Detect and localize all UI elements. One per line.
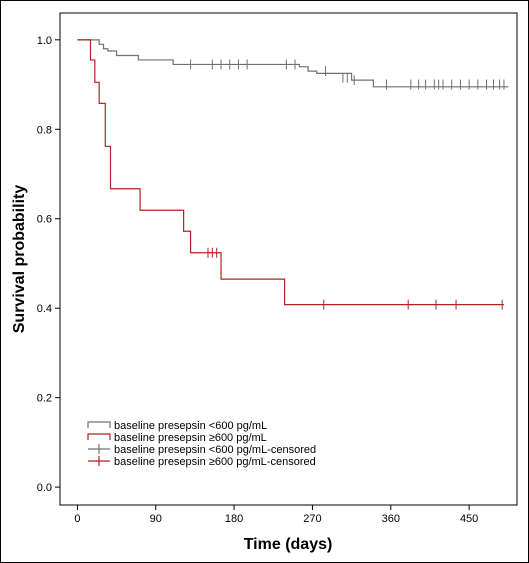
legend-step-swatch <box>87 433 111 440</box>
legend-label: baseline presepsin <600 pg/mL <box>114 420 267 432</box>
x-tick-label: 90 <box>150 513 162 525</box>
x-tick-label: 450 <box>460 513 478 525</box>
y-tick-label: 0.2 <box>37 393 52 405</box>
y-tick-label: 1.0 <box>37 35 52 47</box>
legend-label: baseline presepsin ≥600 pg/mL-censored <box>114 456 316 468</box>
y-tick-label: 0.0 <box>37 482 52 494</box>
y-axis: 0.0 0.2 0.4 0.6 0.8 1.0 <box>37 35 60 494</box>
series-layer <box>77 39 509 310</box>
plot-area <box>59 12 518 506</box>
x-axis: 0 90 180 270 360 450 <box>74 505 478 525</box>
y-tick-label: 0.6 <box>37 214 52 226</box>
x-tick-label: 180 <box>225 513 243 525</box>
legend-step-swatch <box>87 421 111 428</box>
series-1-step-line <box>77 39 509 88</box>
x-tick-label: 270 <box>303 513 321 525</box>
y-tick-label: 0.8 <box>37 124 52 136</box>
y-axis-title: Survival probability <box>11 185 28 334</box>
y-tick-label: 0.4 <box>37 303 52 315</box>
series-2-step-line <box>77 39 504 306</box>
legend-label: baseline presepsin ≥600 pg/mL <box>114 432 267 444</box>
x-tick-label: 0 <box>74 513 80 525</box>
legend-label: baseline presepsin <600 pg/mL-censored <box>114 444 316 456</box>
x-axis-title: Time (days) <box>244 536 333 553</box>
x-tick-label: 360 <box>382 513 400 525</box>
